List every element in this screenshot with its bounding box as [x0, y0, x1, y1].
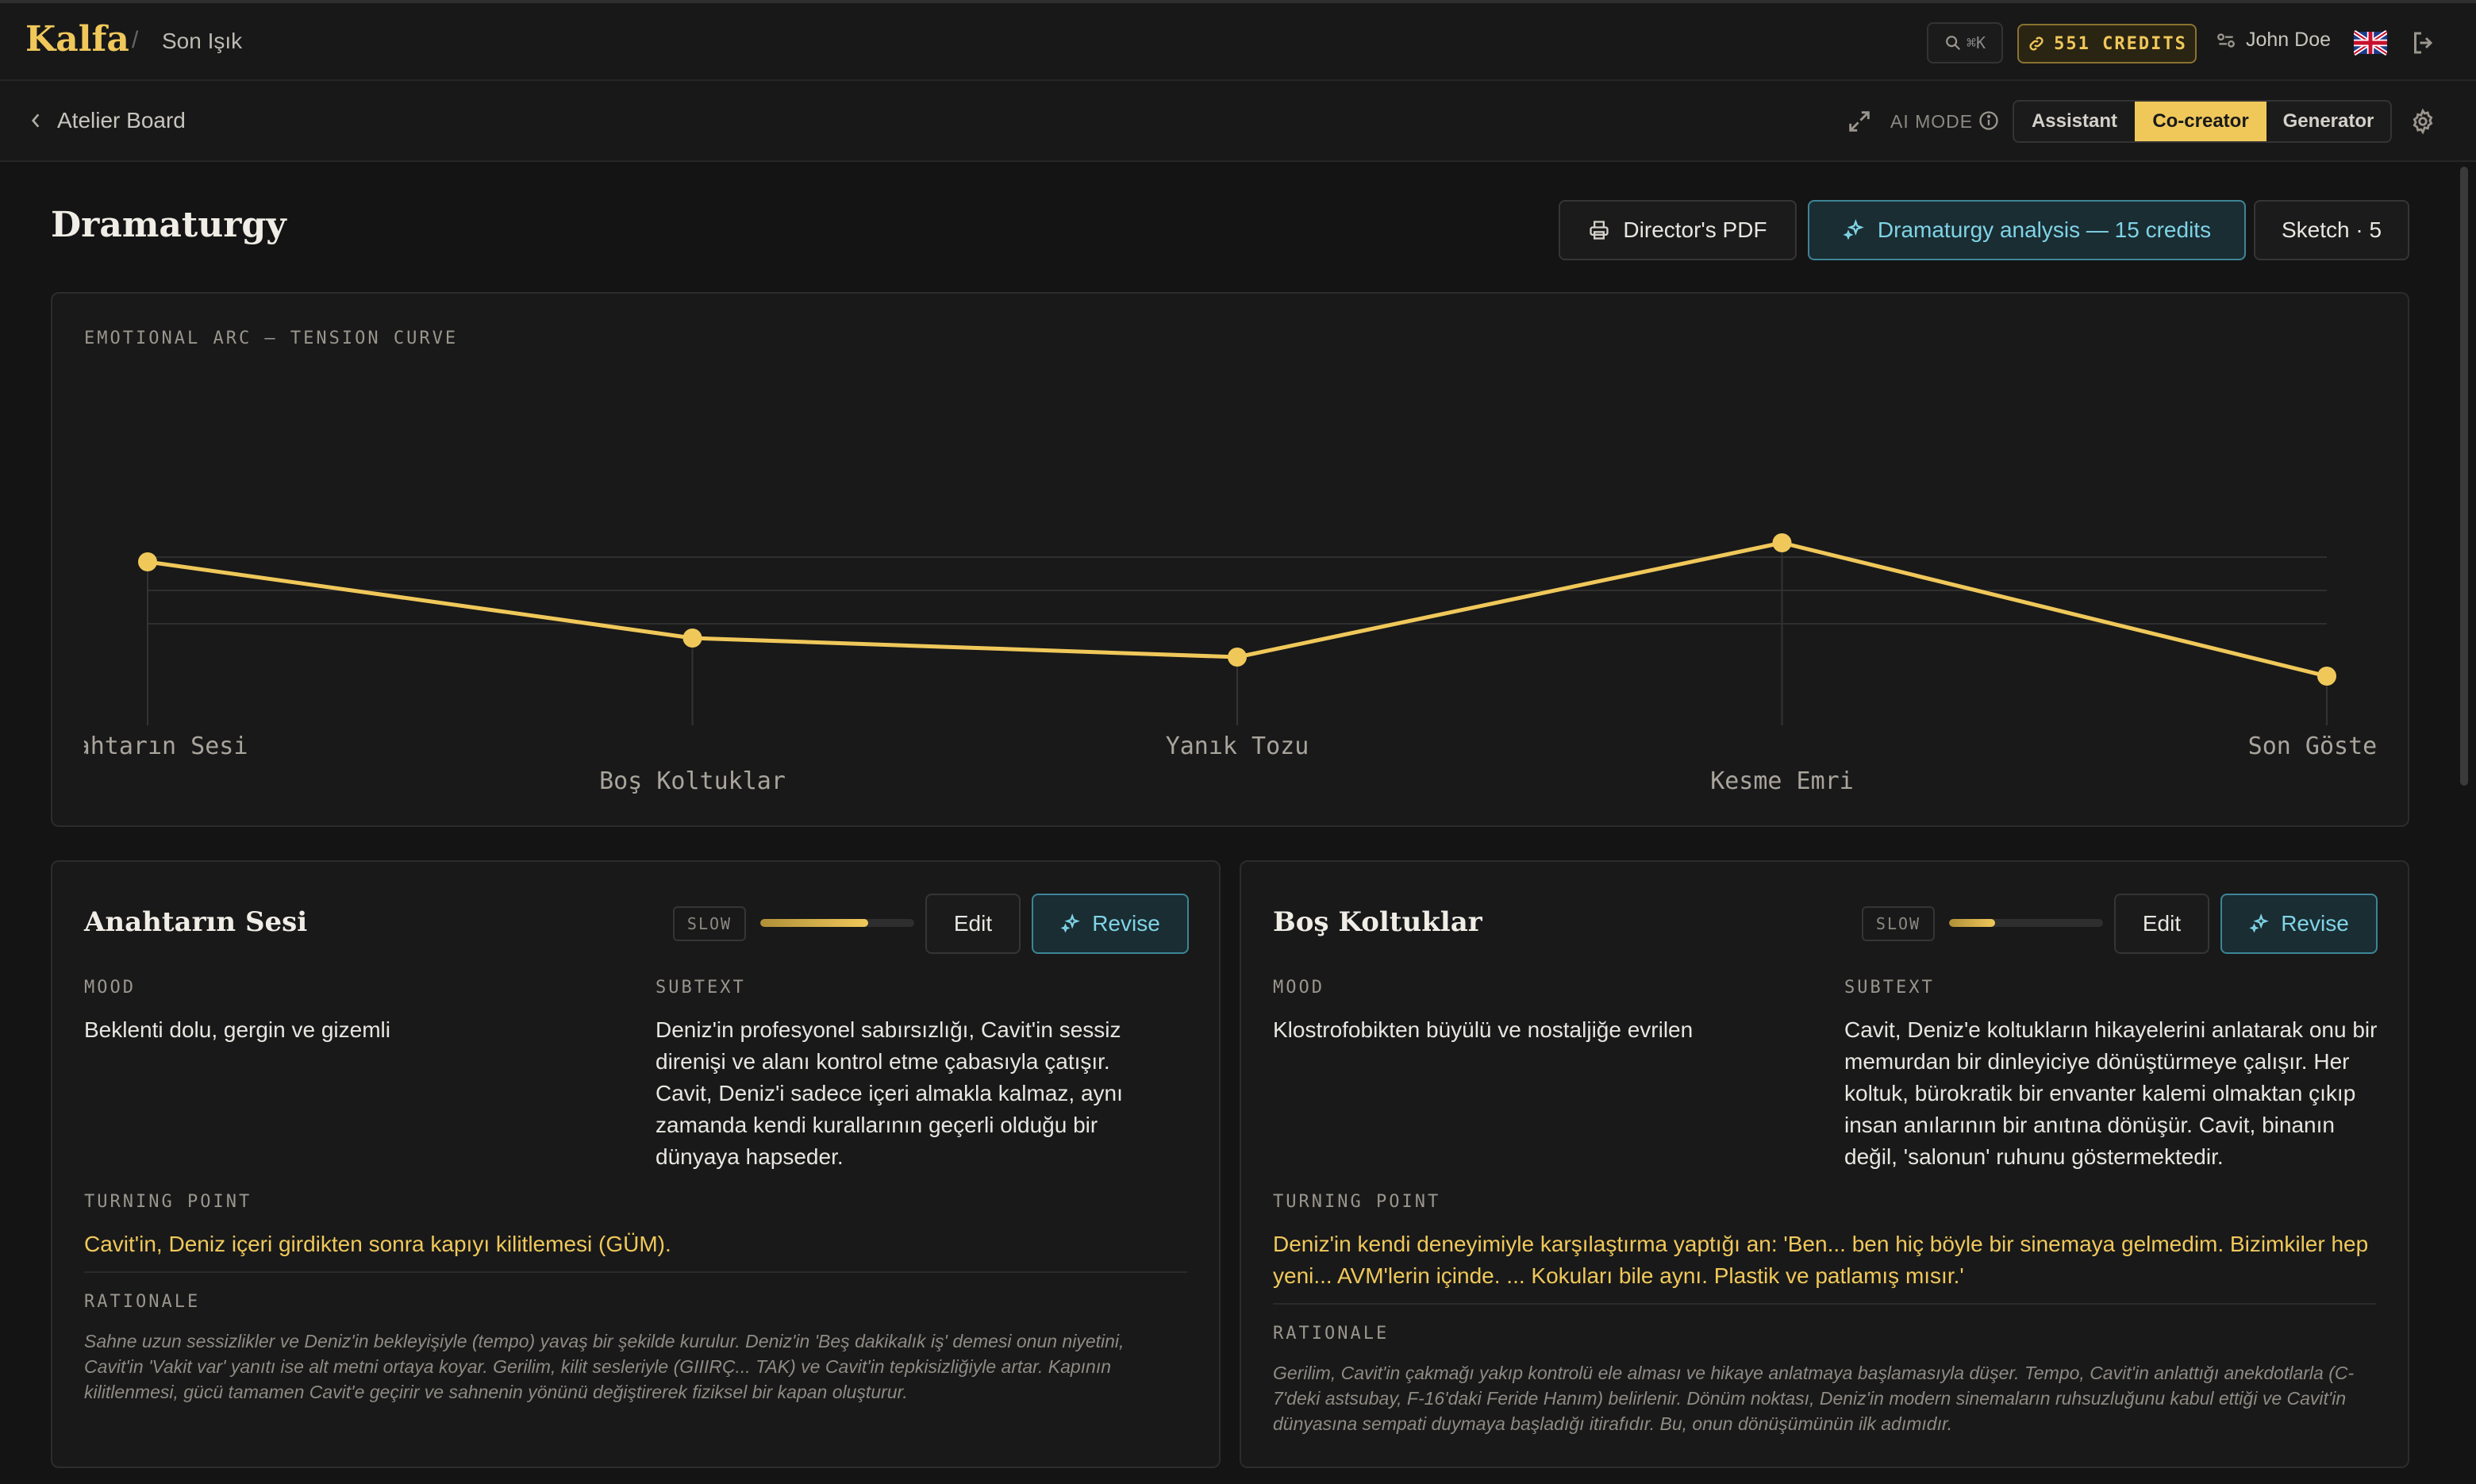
divider: [1273, 1303, 2376, 1305]
pace-badge: SLOW: [1862, 906, 1935, 941]
chart-point: [1772, 533, 1792, 552]
chart-x-tick-label: Anahtarın Sesi: [52, 732, 248, 760]
revise-button[interactable]: Revise: [2220, 894, 2378, 954]
credits-button[interactable]: 551 CREDITS: [2017, 24, 2197, 63]
chevron-left-icon: [31, 113, 40, 128]
user-name: John Doe: [2246, 29, 2332, 51]
chart-x-tick-label: Boş Koltuklar: [599, 767, 786, 795]
chart-x-tick-label: Son Gösteri: [2248, 732, 2406, 760]
sparkles-icon: [1843, 219, 1864, 240]
scene-card: Anahtarın Sesi SLOW Edit Revise MOOD Bek…: [51, 860, 1221, 1468]
back-link-label: Atelier Board: [57, 108, 186, 133]
tension-curve-chart: Anahtarın Sesi Boş Koltuklar Yanık Tozu Kes…: [52, 533, 2406, 795]
uk-flag-icon[interactable]: [2354, 30, 2387, 56]
link-icon: [2029, 37, 2043, 51]
search-shortcut: ⌘K: [1966, 33, 1986, 52]
scene-card: Boş Koltuklar SLOW Edit Revise MOOD Klos…: [1240, 860, 2409, 1468]
breadcrumb-separator: /: [132, 27, 139, 53]
turning-point-text: Deniz'in kendi deneyimiyle karşılaştırma…: [1273, 1232, 2369, 1288]
subtext-label: SUBTEXT: [1844, 978, 1935, 998]
mode-tab-co-creator[interactable]: Co-creator: [2135, 102, 2266, 141]
scene-title: Anahtarın Sesi: [84, 906, 308, 938]
sketch-button[interactable]: Sketch · 5: [2254, 200, 2409, 260]
chart-point: [138, 552, 157, 571]
mode-tab-generator[interactable]: Generator: [2282, 110, 2374, 132]
chart-point: [682, 629, 702, 648]
gear-icon[interactable]: [2409, 108, 2436, 135]
rationale-label: RATIONALE: [1273, 1324, 1390, 1344]
divider: [84, 1271, 1187, 1273]
pace-meter: [1949, 919, 2103, 927]
directors-pdf-label: Director's PDF: [1623, 217, 1767, 242]
subtext-text: Deniz'in profesyonel sabırsızlığı, Cavit…: [656, 1017, 1123, 1169]
subtext-label: SUBTEXT: [656, 978, 746, 998]
search-icon: [1946, 36, 1960, 51]
user-switch-icon: [2217, 33, 2235, 48]
tension-curve-panel: EMOTIONAL ARC — TENSION CURVE Anahtarın …: [51, 292, 2409, 827]
sparkles-icon: [1060, 913, 1081, 933]
page-scrollbar[interactable]: [2460, 167, 2468, 786]
pace-badge: SLOW: [673, 906, 746, 941]
info-icon[interactable]: [1978, 110, 2000, 132]
mode-tab-assistant[interactable]: Assistant: [2031, 110, 2118, 132]
rationale-text: Gerilim, Cavit'in çakmağı yakıp kontrolü…: [1273, 1363, 2355, 1434]
pace-meter: [760, 919, 914, 927]
chart-point: [2317, 667, 2336, 686]
printer-icon: [1590, 221, 1609, 240]
expand-icon[interactable]: [1846, 108, 1873, 135]
edit-button[interactable]: Edit: [925, 894, 1021, 954]
credits-count: 551 CREDITS: [2054, 33, 2187, 54]
sketch-label: Sketch · 5: [2281, 217, 2382, 242]
revise-button[interactable]: Revise: [1032, 894, 1189, 954]
search-button[interactable]: ⌘K: [1927, 22, 2003, 63]
pace-meter-fill: [760, 919, 868, 927]
brand-logo[interactable]: Kalfa: [25, 19, 129, 60]
project-name[interactable]: Son Işık: [162, 29, 243, 53]
directors-pdf-button[interactable]: Director's PDF: [1559, 200, 1797, 260]
mood-text: Beklenti dolu, gergin ve gizemli: [84, 1017, 390, 1042]
turning-point-text: Cavit'in, Deniz içeri girdikten sonra ka…: [84, 1232, 671, 1256]
rationale-text: Sahne uzun sessizlikler ve Deniz'in bekl…: [84, 1331, 1125, 1402]
dramaturgy-analysis-button[interactable]: Dramaturgy analysis — 15 credits: [1808, 200, 2246, 260]
chart-x-tick-label: Kesme Emri: [1710, 767, 1854, 795]
turning-point-label: TURNING POINT: [84, 1192, 252, 1212]
page-title: Dramaturgy: [51, 205, 286, 245]
ai-mode-switch: Assistant Co-creator Generator: [2013, 100, 2392, 143]
mood-label: MOOD: [84, 978, 136, 998]
turning-point-label: TURNING POINT: [1273, 1192, 1441, 1212]
back-link[interactable]: Atelier Board: [29, 108, 186, 133]
ai-mode-label: AI MODE: [1890, 111, 1974, 132]
user-menu[interactable]: John Doe: [2216, 29, 2331, 52]
subtext-text: Cavit, Deniz'e koltukların hikayelerini …: [1844, 1017, 2378, 1169]
chart-title: EMOTIONAL ARC — TENSION CURVE: [84, 329, 459, 348]
sparkles-icon: [2249, 913, 2270, 933]
mood-text: Klostrofobikten büyülü ve nostaljiğe evr…: [1273, 1017, 1694, 1042]
mood-label: MOOD: [1273, 978, 1325, 998]
revise-label: Revise: [1092, 911, 1160, 936]
scene-title: Boş Koltuklar: [1273, 906, 1482, 938]
logout-icon[interactable]: [2409, 29, 2438, 57]
dramaturgy-analysis-label: Dramaturgy analysis — 15 credits: [1877, 217, 2212, 242]
rationale-label: RATIONALE: [84, 1292, 201, 1312]
revise-label: Revise: [2281, 911, 2349, 936]
edit-button[interactable]: Edit: [2114, 894, 2209, 954]
sub-bar: Atelier Board AI MODE Assistant Co-creat…: [0, 81, 2476, 162]
chart-x-tick-label: Yanık Tozu: [1166, 732, 1309, 760]
pace-meter-fill: [1949, 919, 1996, 927]
chart-point: [1228, 648, 1247, 667]
top-bar: Kalfa / Son Işık ⌘K 551 CREDITS John Doe: [0, 0, 2476, 81]
